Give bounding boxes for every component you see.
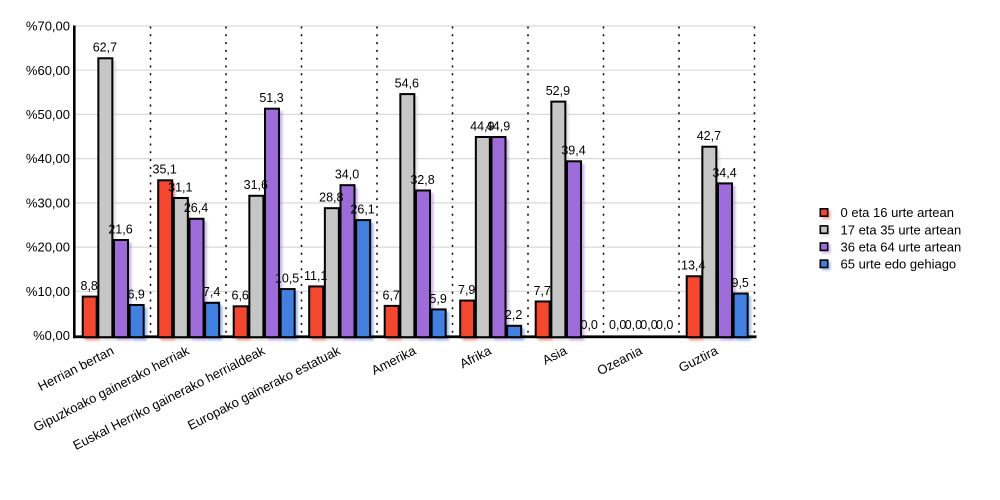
svg-text:26,4: 26,4	[184, 201, 208, 215]
svg-text:44,9: 44,9	[470, 119, 494, 133]
svg-text:5,9: 5,9	[429, 292, 446, 306]
svg-text:%50,00: %50,00	[26, 107, 70, 122]
svg-text:0 eta 16 urte artean: 0 eta 16 urte artean	[841, 205, 954, 220]
svg-text:10,5: 10,5	[275, 272, 299, 286]
svg-text:28,8: 28,8	[319, 191, 343, 205]
svg-text:35,1: 35,1	[153, 163, 177, 177]
svg-text:%10,00: %10,00	[26, 284, 70, 299]
svg-text:54,6: 54,6	[395, 77, 419, 91]
svg-text:32,8: 32,8	[410, 173, 434, 187]
svg-text:6,7: 6,7	[383, 288, 400, 302]
svg-text:%20,00: %20,00	[26, 240, 70, 255]
svg-text:6,6: 6,6	[232, 289, 249, 303]
svg-text:%40,00: %40,00	[26, 151, 70, 166]
svg-text:8,8: 8,8	[81, 279, 98, 293]
svg-text:36 eta 64 urte artean: 36 eta 64 urte artean	[841, 239, 962, 254]
svg-text:62,7: 62,7	[93, 41, 117, 55]
svg-text:%0,00: %0,00	[33, 328, 70, 343]
svg-text:7,9: 7,9	[458, 283, 475, 297]
svg-text:0,0: 0,0	[581, 318, 598, 332]
svg-text:65 urte edo gehiago: 65 urte edo gehiago	[841, 257, 957, 272]
svg-text:52,9: 52,9	[546, 84, 570, 98]
svg-text:26,1: 26,1	[350, 203, 374, 217]
svg-text:0,0: 0,0	[625, 318, 642, 332]
svg-text:2,2: 2,2	[505, 308, 522, 322]
svg-text:0,0: 0,0	[656, 318, 673, 332]
svg-text:%30,00: %30,00	[26, 196, 70, 211]
svg-text:6,9: 6,9	[128, 287, 145, 301]
svg-text:0,0: 0,0	[609, 318, 626, 332]
svg-text:39,4: 39,4	[561, 144, 585, 158]
svg-text:0,0: 0,0	[640, 318, 657, 332]
svg-text:7,4: 7,4	[203, 285, 220, 299]
svg-text:51,3: 51,3	[259, 91, 283, 105]
svg-text:42,7: 42,7	[697, 129, 721, 143]
svg-text:31,6: 31,6	[244, 178, 268, 192]
svg-text:11,1: 11,1	[304, 269, 327, 283]
svg-text:13,4: 13,4	[681, 259, 705, 273]
svg-text:%70,00: %70,00	[26, 19, 70, 34]
svg-text:7,7: 7,7	[534, 284, 551, 298]
svg-text:34,4: 34,4	[712, 166, 736, 180]
svg-text:21,6: 21,6	[108, 222, 132, 236]
svg-text:%60,00: %60,00	[26, 63, 70, 78]
svg-text:17 eta 35 urte artean: 17 eta 35 urte artean	[841, 222, 962, 237]
svg-text:31,1: 31,1	[168, 180, 192, 194]
svg-text:9,5: 9,5	[732, 276, 749, 290]
svg-text:44,9: 44,9	[486, 119, 510, 133]
svg-text:34,0: 34,0	[335, 168, 359, 182]
